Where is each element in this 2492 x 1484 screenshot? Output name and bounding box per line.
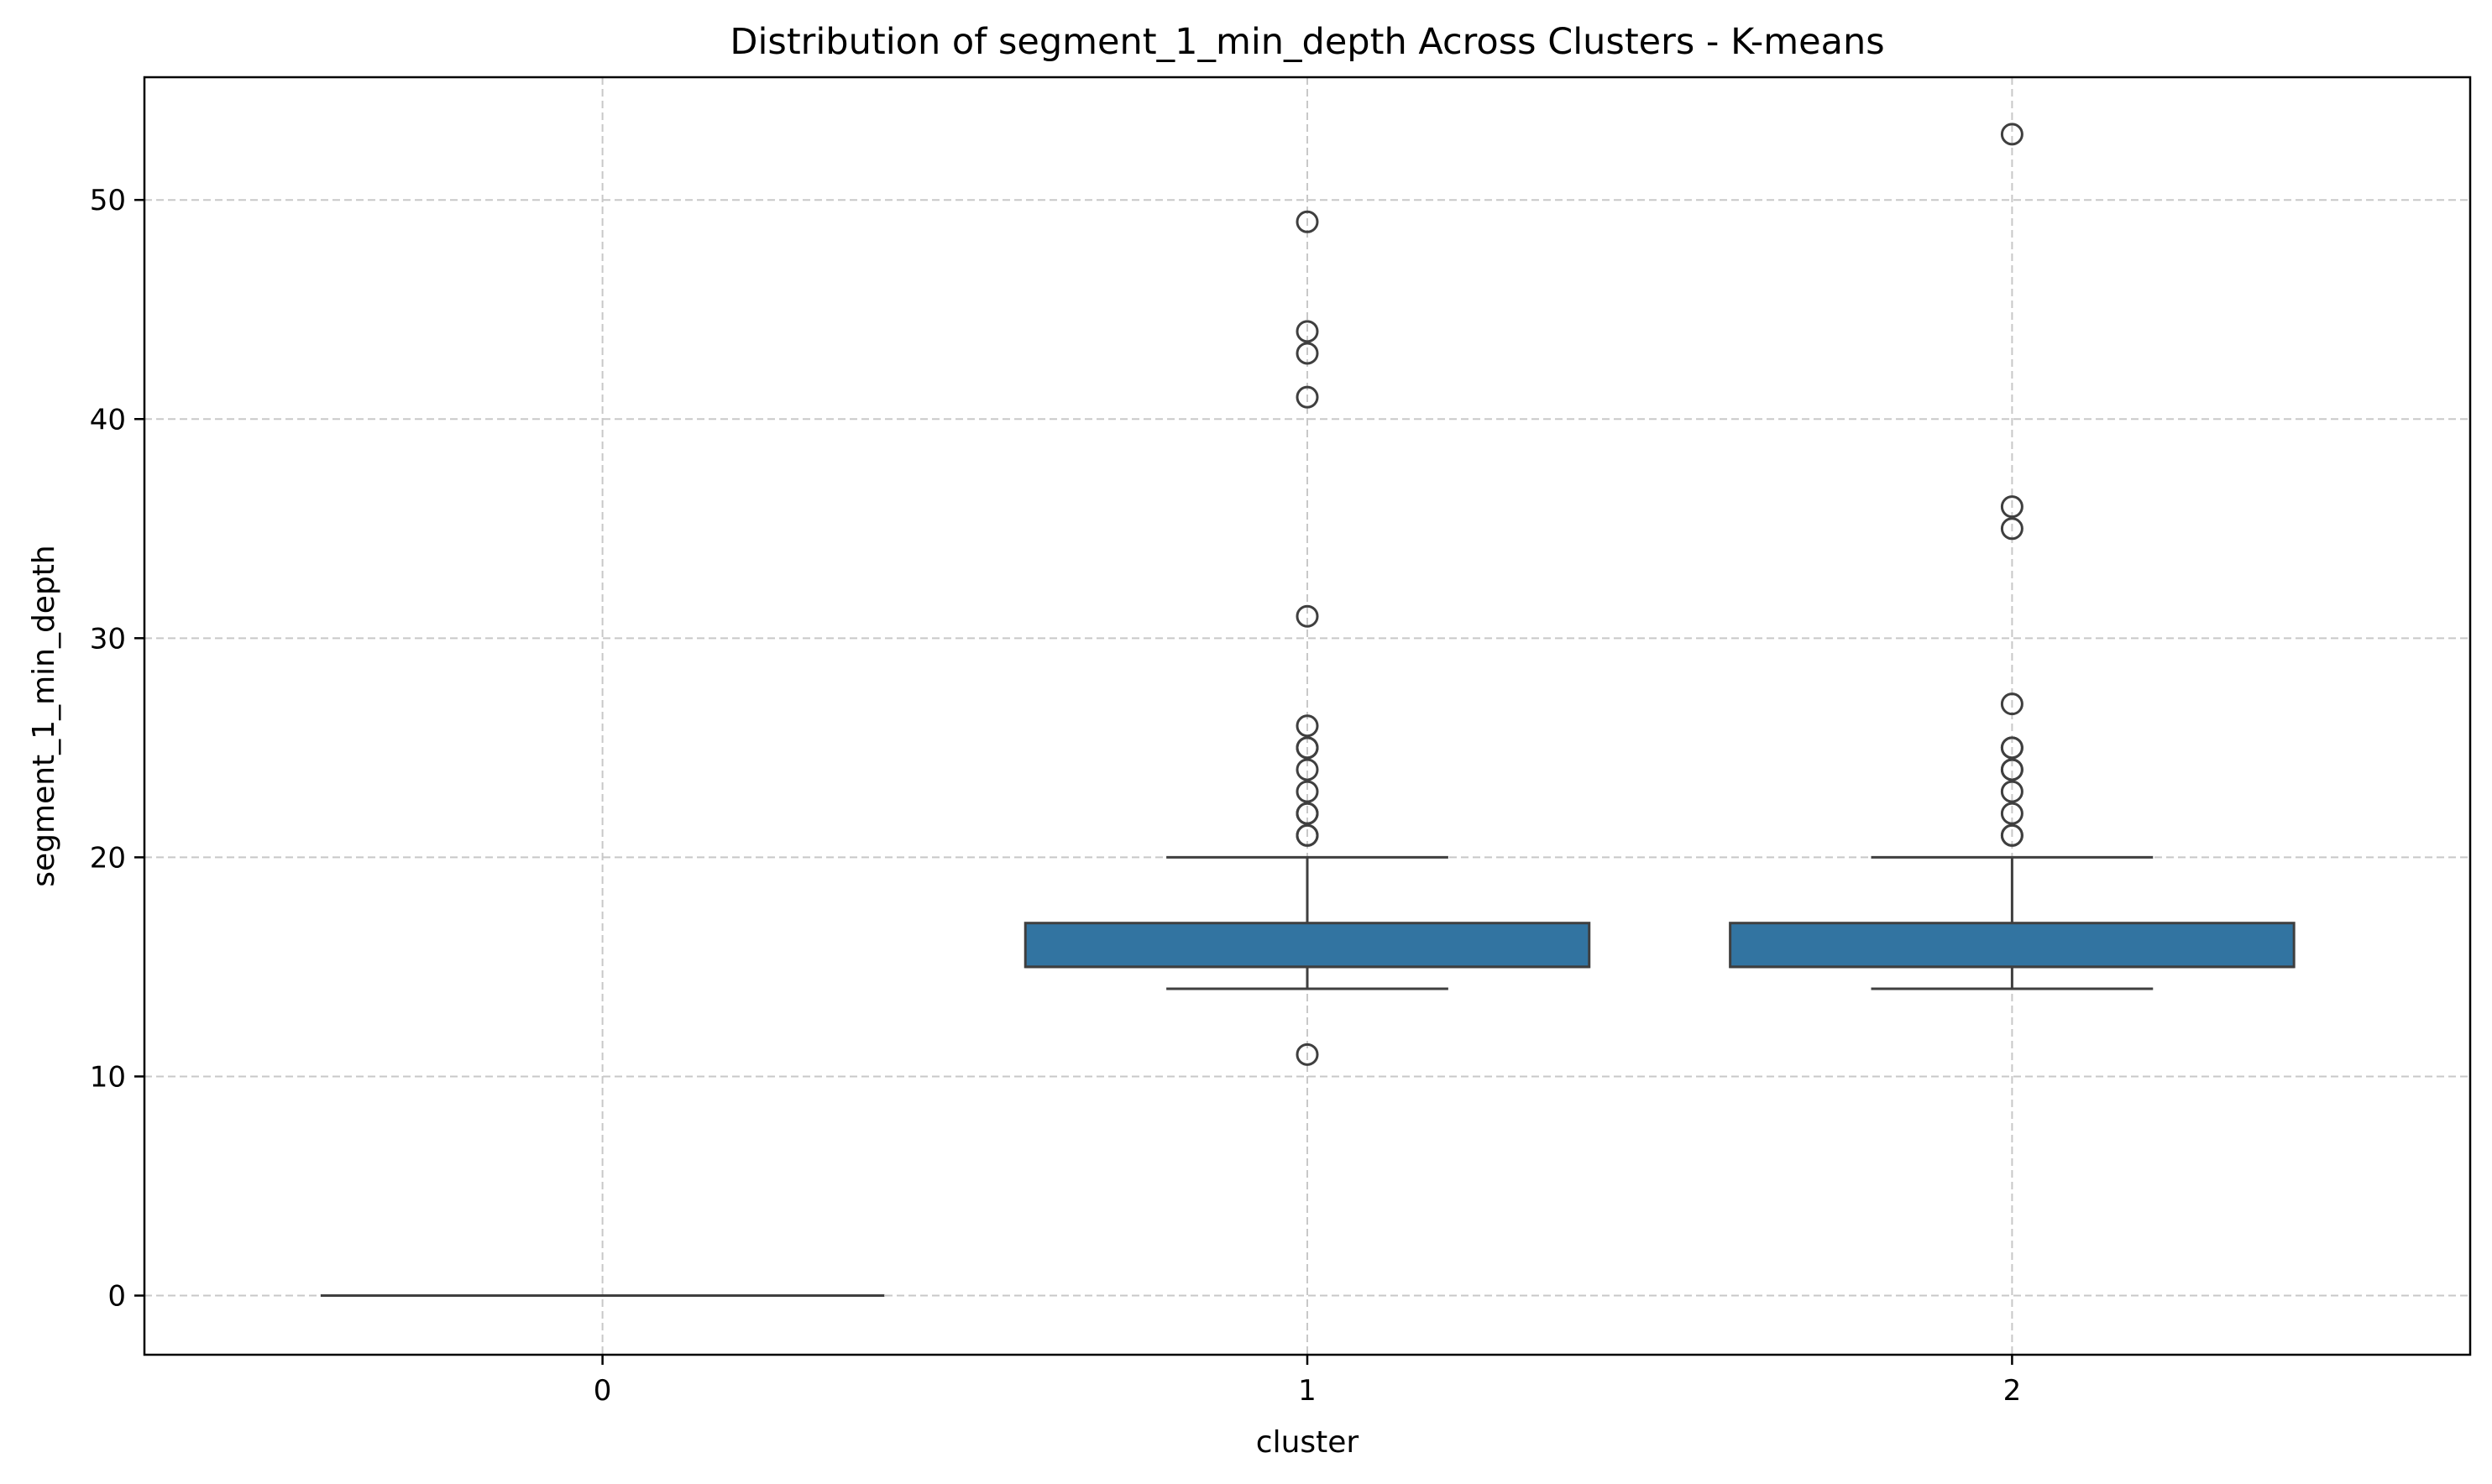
outlier-point [1296,604,1319,628]
outlier-point [1296,802,1319,825]
outlier-point [1296,758,1319,781]
x-axis-label: cluster [1256,1425,1359,1460]
outlier-point [2000,517,2023,541]
iqr-box [1729,922,2296,969]
outlier-point [2000,802,2023,825]
outlier-point [1296,823,1319,847]
y-tick-label: 20 [90,841,126,875]
outlier-point [1296,780,1319,803]
outlier-point [1296,736,1319,760]
tick-layer: 0 10 20 30 40 50 0 1 2 [90,184,2021,1408]
outlier-point [1296,320,1319,343]
outlier-point [1296,385,1319,409]
outlier-point [2000,692,2023,716]
y-tick-label: 30 [90,622,126,656]
outlier-point [2000,780,2023,803]
x-tick-label: 1 [1298,1374,1317,1408]
outlier-point [2000,758,2023,781]
outlier-point [1296,1042,1319,1066]
y-tick-label: 40 [90,403,126,436]
box-group-cluster-2 [1729,123,2296,990]
box-group-cluster-1 [1024,210,1591,1066]
chart-title: Distribution of segment_1_min_depth Acro… [730,21,1884,63]
box-layer [320,123,2296,1298]
outlier-point [2000,736,2023,760]
outlier-point [2000,495,2023,519]
y-tick-label: 50 [90,184,126,217]
outlier-point [1296,342,1319,365]
plot-frame [143,76,2472,1356]
outlier-point [2000,123,2023,146]
y-tick-label: 0 [107,1280,126,1314]
y-tick-label: 10 [90,1060,126,1094]
x-tick-label: 2 [2003,1374,2022,1408]
iqr-box [1024,922,1591,969]
outlier-point [2000,823,2023,847]
outlier-point [1296,210,1319,233]
y-axis-label: segment_1_min_depth [27,545,61,886]
x-tick-label: 0 [594,1374,612,1408]
outlier-point [1296,714,1319,738]
